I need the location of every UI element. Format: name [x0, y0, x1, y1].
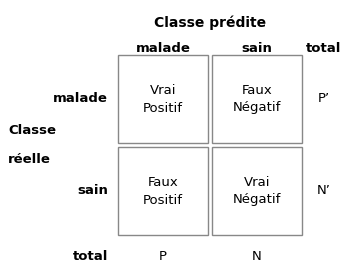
Text: P’: P’ [318, 93, 330, 105]
Text: Faux
Positif: Faux Positif [143, 175, 183, 206]
Text: malade: malade [53, 93, 108, 105]
Text: sain: sain [242, 42, 273, 55]
Text: N: N [252, 251, 262, 263]
Text: Vrai
Négatif: Vrai Négatif [233, 175, 281, 206]
Bar [118, 147, 208, 235]
Text: total: total [306, 42, 342, 55]
Text: sain: sain [77, 184, 108, 198]
Text: P: P [159, 251, 167, 263]
Bar [118, 55, 208, 143]
Text: total: total [73, 251, 108, 263]
Bar [212, 147, 302, 235]
Text: N’: N’ [317, 184, 331, 198]
Text: Classe prédite: Classe prédite [154, 16, 266, 30]
Bar [212, 55, 302, 143]
Text: Vrai
Positif: Vrai Positif [143, 83, 183, 114]
Text: malade: malade [135, 42, 191, 55]
Text: réelle: réelle [8, 153, 51, 166]
Text: Classe: Classe [8, 124, 56, 137]
Text: Faux
Négatif: Faux Négatif [233, 83, 281, 114]
